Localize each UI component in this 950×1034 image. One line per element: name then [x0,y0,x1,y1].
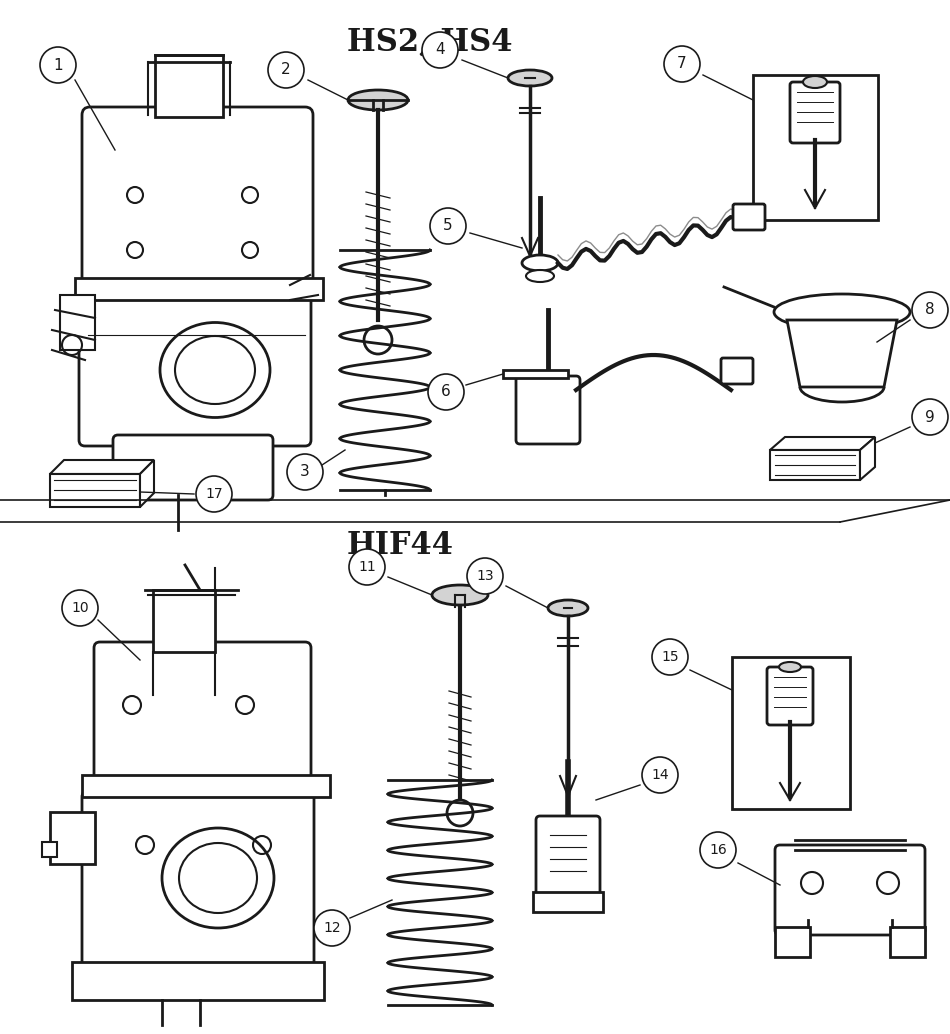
Ellipse shape [526,270,554,282]
Circle shape [664,45,700,82]
Polygon shape [50,460,154,474]
Bar [42,842,57,857]
Ellipse shape [779,662,801,672]
Text: 14: 14 [651,768,669,782]
Ellipse shape [432,585,488,605]
Circle shape [467,558,503,594]
Circle shape [428,374,464,410]
Ellipse shape [508,70,552,86]
FancyBboxPatch shape [82,107,313,288]
Circle shape [700,832,736,868]
Circle shape [912,399,948,435]
FancyBboxPatch shape [113,435,273,500]
Circle shape [196,476,232,512]
Polygon shape [50,474,140,507]
Circle shape [349,549,385,585]
Circle shape [268,52,304,88]
Text: HIF44: HIF44 [347,529,453,560]
Text: 3: 3 [300,464,310,480]
Ellipse shape [548,600,588,616]
Text: 1: 1 [53,58,63,72]
Circle shape [40,47,76,83]
Ellipse shape [447,800,473,826]
Bar [82,776,330,797]
Bar [753,75,878,220]
Bar [155,55,223,117]
Polygon shape [787,320,897,387]
FancyBboxPatch shape [82,791,314,968]
Bar [890,927,925,957]
Polygon shape [770,437,875,450]
Polygon shape [140,460,154,507]
Text: HS2, HS4: HS2, HS4 [348,27,513,58]
FancyBboxPatch shape [790,82,840,143]
Text: 15: 15 [661,650,679,664]
Text: 2: 2 [281,62,291,78]
Ellipse shape [348,90,408,110]
Text: 16: 16 [709,843,727,857]
Text: 8: 8 [925,303,935,317]
Text: 12: 12 [323,921,341,935]
FancyBboxPatch shape [94,642,311,784]
Bar [60,295,95,349]
Bar [75,278,323,300]
Ellipse shape [364,326,392,354]
Bar [153,590,215,652]
Circle shape [642,757,678,793]
Bar [50,812,95,864]
Bar [732,657,850,809]
FancyBboxPatch shape [79,294,311,446]
Text: 11: 11 [358,560,376,574]
FancyBboxPatch shape [721,358,753,384]
Polygon shape [503,370,568,378]
FancyBboxPatch shape [536,816,600,899]
Circle shape [430,208,466,244]
Circle shape [314,910,350,946]
Text: 5: 5 [444,218,453,234]
Text: 7: 7 [677,57,687,71]
Ellipse shape [522,255,558,271]
FancyBboxPatch shape [775,845,925,935]
Circle shape [62,590,98,626]
FancyBboxPatch shape [516,376,580,444]
Text: 9: 9 [925,409,935,425]
Bar [775,927,810,957]
Bar [533,892,603,912]
Ellipse shape [774,294,910,330]
FancyBboxPatch shape [733,204,765,230]
Circle shape [287,454,323,490]
Bar [72,962,324,1000]
Polygon shape [860,437,875,480]
Ellipse shape [803,77,827,88]
Text: 10: 10 [71,601,88,615]
Circle shape [422,32,458,68]
FancyBboxPatch shape [767,667,813,725]
Text: 13: 13 [476,569,494,583]
Text: 4: 4 [435,42,445,58]
Circle shape [652,639,688,675]
Text: 6: 6 [441,385,451,399]
Text: 17: 17 [205,487,223,501]
Polygon shape [770,450,860,480]
Circle shape [912,292,948,328]
